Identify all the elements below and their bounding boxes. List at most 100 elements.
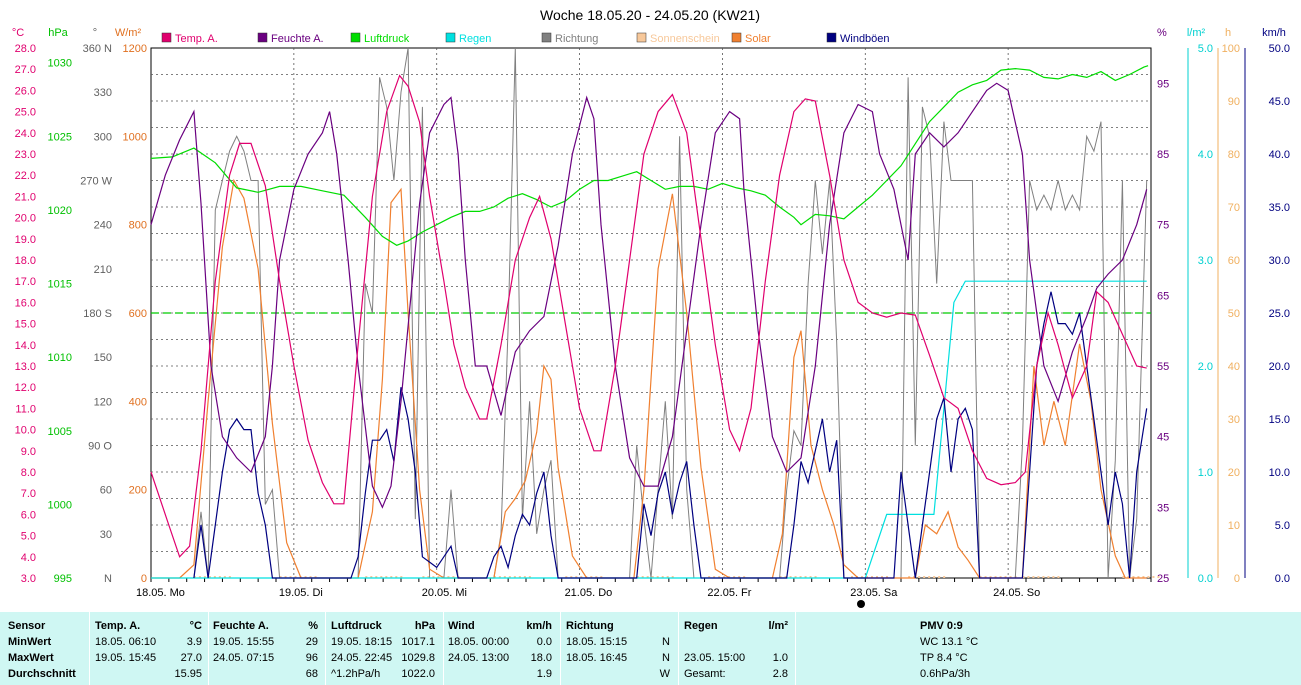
- axis-tick-right: 35.0: [1269, 202, 1290, 214]
- axis-tick-right: 25: [1157, 573, 1169, 585]
- axis-tick-left: 800: [129, 220, 147, 232]
- feuchte-max-value: 96: [305, 652, 318, 664]
- wind-max-time: 24.05. 13:00: [448, 652, 510, 664]
- axis-tick-right: 30.0: [1269, 255, 1290, 267]
- x-label: 23.05. Sa: [850, 587, 898, 599]
- legend-swatch: [350, 32, 361, 43]
- luftdruck-header: Luftdruck: [331, 620, 382, 632]
- axis-tick-left: 5.0: [21, 531, 36, 543]
- pmv-wc: WC 13.1 °C: [920, 636, 979, 648]
- pmv-trend: 0.6hPa/3h: [920, 668, 971, 680]
- regen-header: Regen: [684, 620, 718, 632]
- axis-tick-right: 15.0: [1269, 414, 1290, 426]
- axis-tick-left: 60: [100, 485, 112, 497]
- sensor-header: Sensor: [8, 620, 46, 632]
- axis-tick-left: 24.0: [15, 128, 36, 140]
- regen-max-time: 23.05. 15:00: [684, 652, 746, 664]
- legend-label: Temp. A.: [175, 33, 218, 45]
- axis-unit-left: W/m²: [115, 27, 142, 39]
- axis-tick-right: 10.0: [1269, 467, 1290, 479]
- legend-swatch: [826, 32, 837, 43]
- sensor-row-max: MaxWert: [8, 652, 54, 664]
- richtung-max-value: N: [662, 652, 670, 664]
- axis-tick-left: 180 S: [83, 308, 112, 320]
- axis-tick-right: 45: [1157, 432, 1169, 444]
- axis-tick-left: 150: [94, 352, 112, 364]
- axis-tick-left: 18.0: [15, 255, 36, 267]
- axis-tick-left: 120: [94, 396, 112, 408]
- axis-tick-right: 70: [1228, 202, 1240, 214]
- luftdruck-trend: ^1.2hPa/h: [331, 668, 381, 680]
- sensor-row-avg: Durchschnitt: [8, 668, 76, 680]
- axis-tick-left: 15.0: [15, 319, 36, 331]
- feuchte-max-time: 24.05. 07:15: [213, 652, 275, 664]
- axis-tick-left: 20.0: [15, 213, 36, 225]
- richtung-min-value: N: [662, 636, 670, 648]
- axis-tick-right: 90: [1228, 96, 1240, 108]
- legend-swatch: [541, 32, 552, 43]
- axis-tick-right: 45.0: [1269, 96, 1290, 108]
- axis-tick-right: 1.0: [1198, 467, 1213, 479]
- axis-tick-left: 9.0: [21, 446, 36, 458]
- axis-tick-left: 1005: [48, 426, 72, 438]
- temp-header: Temp. A.: [95, 620, 141, 632]
- axis-tick-right: 55: [1157, 361, 1169, 373]
- axis-tick-left: 10.0: [15, 425, 36, 437]
- legend-swatch: [731, 32, 742, 43]
- luftdruck-avg-value: 1022.0: [401, 668, 435, 680]
- richtung-min-time: 18.05. 15:15: [566, 636, 628, 648]
- axis-unit-left: °: [93, 27, 97, 39]
- axis-tick-left: 1015: [48, 279, 72, 291]
- axis-unit-left: hPa: [48, 27, 68, 39]
- axis-tick-right: 20.0: [1269, 361, 1290, 373]
- axis-tick-left: 300: [94, 131, 112, 143]
- regen-total-value: 2.8: [772, 668, 788, 680]
- luftdruck-min-time: 19.05. 18:15: [331, 636, 393, 648]
- axis-tick-left: 7.0: [21, 488, 36, 500]
- axis-unit-right: km/h: [1262, 27, 1286, 39]
- axis-tick-left: 12.0: [15, 382, 36, 394]
- temp-avg-value: 15.95: [174, 668, 202, 680]
- axis-tick-left: 28.0: [15, 43, 36, 55]
- axis-tick-right: 0.0: [1198, 573, 1213, 585]
- x-label: 18.05. Mo: [136, 587, 185, 599]
- axis-tick-right: 100: [1222, 43, 1240, 55]
- axis-tick-left: 400: [129, 396, 147, 408]
- axis-tick-right: 65: [1157, 290, 1169, 302]
- axis-tick-left: 1000: [48, 499, 72, 511]
- axis-tick-left: 600: [129, 308, 147, 320]
- legend-swatch: [257, 32, 268, 43]
- x-label: 24.05. So: [993, 587, 1040, 599]
- axis-tick-left: 16.0: [15, 297, 36, 309]
- sensor-row-min: MinWert: [8, 636, 52, 648]
- richtung-max-time: 18.05. 16:45: [566, 652, 628, 664]
- x-label: 21.05. Do: [565, 587, 613, 599]
- axis-tick-right: 50.0: [1269, 43, 1290, 55]
- luftdruck-max-value: 1029.8: [401, 652, 435, 664]
- axis-tick-left: 995: [54, 573, 72, 585]
- chart-title: Woche 18.05.20 - 24.05.20 (KW21): [540, 7, 760, 23]
- axis-tick-left: 4.0: [21, 552, 36, 564]
- axis-tick-right: 5.0: [1275, 520, 1290, 532]
- feuchte-min-time: 19.05. 15:55: [213, 636, 275, 648]
- axis-tick-left: 210: [94, 264, 112, 276]
- luftdruck-min-value: 1017.1: [401, 636, 435, 648]
- axis-tick-right: 0.0: [1275, 573, 1290, 585]
- axis-tick-right: 20: [1228, 467, 1240, 479]
- axis-tick-left: 1010: [48, 352, 72, 364]
- axis-tick-left: 13.0: [15, 361, 36, 373]
- legend-label: Luftdruck: [364, 33, 410, 45]
- axis-tick-left: N: [104, 573, 112, 585]
- feuchte-avg-value: 68: [305, 668, 318, 680]
- axis-tick-right: 85: [1157, 149, 1169, 161]
- axis-tick-right: 25.0: [1269, 308, 1290, 320]
- axis-tick-left: 17.0: [15, 276, 36, 288]
- axis-tick-left: 0: [141, 573, 147, 585]
- axis-tick-left: 360 N: [83, 43, 112, 55]
- legend-swatch: [161, 32, 172, 43]
- wind-header: Wind: [448, 620, 475, 632]
- series-line-richtung: [193, 47, 1148, 579]
- axis-tick-left: 11.0: [15, 403, 36, 415]
- axis-unit-left: °C: [12, 27, 24, 39]
- pmv-header: PMV 0:9: [920, 620, 963, 632]
